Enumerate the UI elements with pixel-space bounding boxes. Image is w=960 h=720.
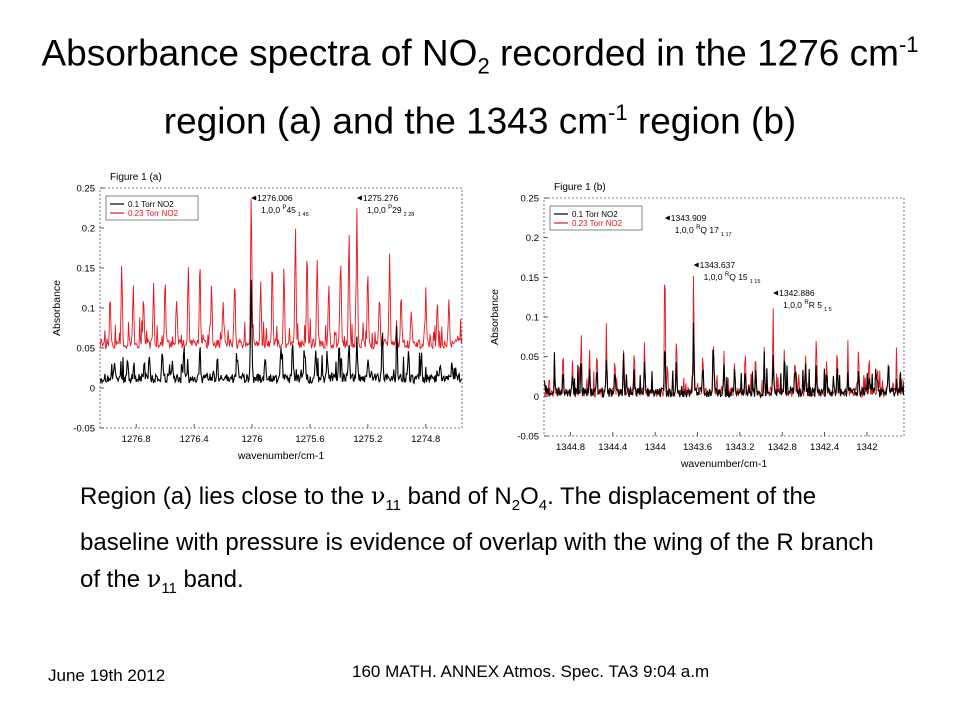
annotation-wavenumber: 1342.886 — [779, 288, 815, 298]
annotation-arrowhead — [356, 195, 362, 201]
x-tick-label: 1276 — [241, 434, 262, 445]
x-tick-label: 1342.4 — [810, 442, 839, 453]
x-tick-label: 1344.4 — [598, 442, 627, 453]
y-tick-label: 0 — [534, 392, 539, 403]
y-tick-label: 0.15 — [77, 264, 96, 275]
annotation-assignment: 1,0,0 RQ 15 1 15 — [704, 272, 761, 285]
y-tick-label: -0.05 — [517, 432, 539, 443]
series-line-1 — [100, 199, 462, 351]
y-tick-label: -0.05 — [73, 424, 95, 435]
x-tick-label: 1275.6 — [295, 434, 324, 445]
x-tick-label: 1275.2 — [353, 434, 382, 445]
figure-1a-chart: Figure 1 (a) -0.05 0 0.05 0.1 0.15 0.2 0.25 1276… — [48, 158, 498, 478]
x-tick-label: 1342.8 — [768, 442, 797, 453]
y-tick-label: 0.2 — [82, 224, 95, 235]
series-line-0 — [100, 279, 462, 385]
annotation-arrowhead — [773, 290, 779, 296]
y-tick-label: 0.1 — [82, 304, 95, 315]
annotation-arrowhead — [693, 262, 699, 268]
slide-title: Absorbance spectra of NO2 recorded in th… — [41, 32, 919, 142]
x-tick-label: 1276.4 — [180, 434, 209, 445]
y-tick-label: 0.05 — [77, 344, 96, 355]
annotation-arrowhead — [251, 195, 257, 201]
x-tick-label: 1274.8 — [411, 434, 440, 445]
annotation-wavenumber: 1343.637 — [700, 260, 736, 270]
y-tick-label: 0.2 — [526, 233, 539, 244]
footer-date: June 19th 2012 — [48, 666, 166, 685]
y-tick-label: 0.15 — [521, 273, 540, 284]
y-tick-label: 0.25 — [521, 194, 540, 205]
legend-box — [105, 195, 199, 221]
y-tick-label: 0.05 — [521, 352, 540, 363]
legend-entry: 0.1 Torr NO2 — [128, 200, 174, 209]
annotation-assignment: 1,0,0 RQ 17 1 17 — [675, 225, 732, 238]
y-tick-label: 0 — [90, 384, 95, 395]
x-axis-label: wavenumber/cm-1 — [237, 450, 325, 462]
annotation-assignment: 1,0,0 P45 1 45 — [261, 205, 308, 218]
caption-text: Region (a) lies close to the ν11 band of… — [80, 482, 874, 597]
y-tick-label: 0.1 — [526, 313, 539, 324]
x-tick-label: 1343.2 — [725, 442, 754, 453]
y-axis-label: Absorbance — [51, 280, 63, 336]
annotation-arrowhead — [664, 215, 670, 221]
x-axis-label: wavenumber/cm-1 — [680, 458, 768, 470]
x-tick-label: 1344.8 — [556, 442, 585, 453]
y-tick-label: 0.25 — [77, 184, 96, 195]
figure-1a-svg: Figure 1 (a) -0.05 0 0.05 0.1 0.15 0.2 0.25 1276… — [51, 172, 463, 462]
footer-course: 160 MATH. ANNEX Atmos. Spec. TA3 9:04 a.… — [352, 662, 710, 681]
figure-1b-svg: Figure 1 (b) -0.05 0 0.05 0.1 0.15 0.2 0.25 1344… — [489, 182, 905, 470]
annotation-wavenumber: 1276.006 — [257, 193, 293, 203]
annotation-assignment: 1,0,0 P29 2 28 — [367, 205, 414, 218]
figure-1b-chart: Figure 1 (b) -0.05 0 0.05 0.1 0.15 0.2 0.25 1344… — [488, 158, 938, 478]
x-tick-label: 1276.8 — [122, 434, 151, 445]
chart-title: Figure 1 (b) — [554, 182, 606, 193]
x-tick-label: 1343.6 — [683, 442, 712, 453]
legend-entry: 0.23 Torr NO2 — [572, 219, 623, 228]
x-tick-label: 1344 — [645, 442, 666, 453]
x-tick-label: 1342 — [856, 442, 877, 453]
legend-box — [549, 205, 643, 231]
legend-entry: 0.23 Torr NO2 — [128, 209, 179, 218]
annotation-wavenumber: 1343.909 — [671, 213, 707, 223]
series-line-0 — [544, 323, 904, 399]
annotation-wavenumber: 1275.276 — [363, 193, 399, 203]
y-axis-label: Absorbance — [489, 289, 501, 345]
chart-title: Figure 1 (a) — [110, 172, 162, 183]
legend-entry: 0.1 Torr NO2 — [572, 210, 618, 219]
